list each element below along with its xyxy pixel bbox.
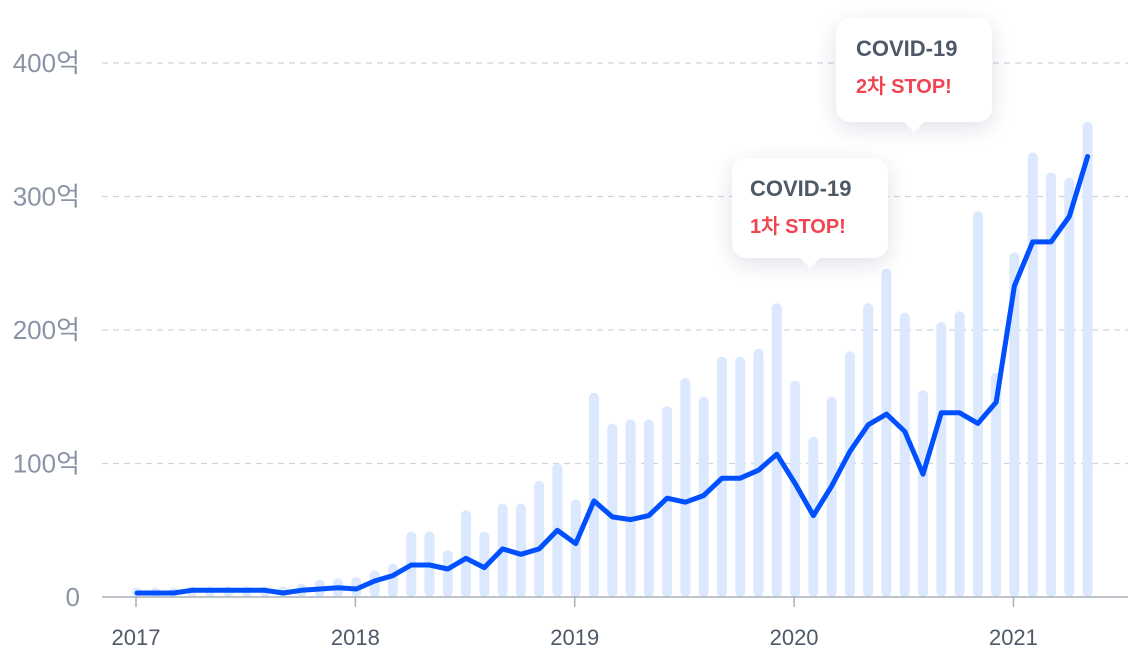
bar xyxy=(899,312,910,597)
y-tick-label: 0 xyxy=(66,582,80,612)
bar xyxy=(1082,121,1093,598)
line-path xyxy=(134,154,1091,596)
x-tick-label: 2017 xyxy=(112,625,161,650)
bar xyxy=(534,480,545,597)
x-tick-label: 2021 xyxy=(989,625,1038,650)
y-tick-label: 300억 xyxy=(13,182,80,212)
bar xyxy=(1009,252,1020,597)
line-series xyxy=(134,154,1091,596)
x-tick-label: 2019 xyxy=(550,625,599,650)
y-tick-label: 100억 xyxy=(13,449,80,479)
bar xyxy=(863,303,874,597)
bar xyxy=(826,396,837,597)
x-axis-ticks xyxy=(135,597,1015,607)
x-tick-label: 2020 xyxy=(770,625,819,650)
bar xyxy=(442,550,453,597)
x-axis-labels: 2017 2018 2019 2020 2021 xyxy=(112,625,1038,650)
bar-series xyxy=(132,121,1093,598)
y-tick-label: 200억 xyxy=(13,315,80,345)
bar xyxy=(790,380,801,597)
annotation-2-line2: 2차 STOP! xyxy=(856,76,952,98)
bar xyxy=(881,268,892,597)
bar xyxy=(972,211,983,597)
bar xyxy=(844,351,855,597)
bar xyxy=(954,311,965,597)
bar xyxy=(625,419,636,597)
annotation-1-line2: 1차 STOP! xyxy=(750,216,846,238)
bar xyxy=(643,419,654,597)
gridlines xyxy=(102,62,1128,465)
y-tick-label: 400억 xyxy=(13,48,80,78)
bar xyxy=(387,563,398,597)
bar xyxy=(1064,177,1075,597)
bar xyxy=(936,321,947,597)
bar xyxy=(680,378,691,597)
annotation-2-line1: COVID-19 xyxy=(856,36,958,61)
bar xyxy=(461,510,472,597)
bar xyxy=(1027,152,1038,597)
bar xyxy=(918,390,929,597)
bar xyxy=(607,423,618,597)
x-tick-label: 2018 xyxy=(331,625,380,650)
bar xyxy=(991,372,1002,597)
bar xyxy=(570,499,581,597)
bar xyxy=(771,303,782,597)
bar xyxy=(589,392,599,597)
annotation-covid-2: COVID-19 2차 STOP! xyxy=(836,18,992,132)
annotation-1-line1: COVID-19 xyxy=(750,176,852,201)
bar xyxy=(1046,172,1056,597)
bar xyxy=(515,503,526,597)
y-axis-labels: 0 100억 200억 300억 400억 xyxy=(13,48,80,612)
annotation-covid-1: COVID-19 1차 STOP! xyxy=(732,158,888,268)
